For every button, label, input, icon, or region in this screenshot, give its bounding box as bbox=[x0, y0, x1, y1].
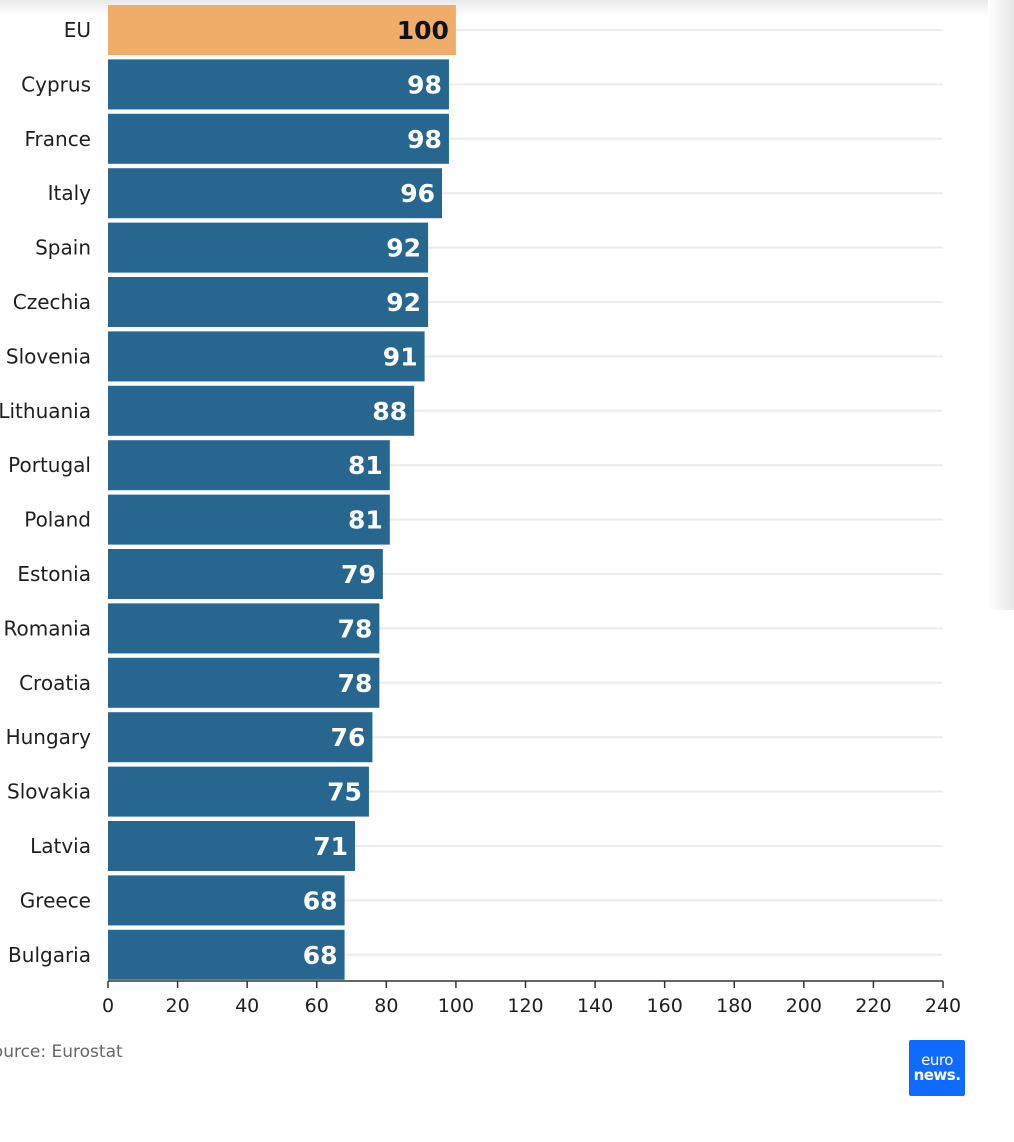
bar-czechia bbox=[108, 277, 429, 327]
bar-portugal bbox=[108, 440, 390, 491]
x-tick-label: 20 bbox=[165, 995, 189, 1017]
bars bbox=[108, 5, 456, 980]
bar-croatia bbox=[108, 657, 380, 708]
x-tick-label: 100 bbox=[438, 995, 474, 1017]
bar-eu bbox=[108, 5, 456, 55]
x-tick-label: 80 bbox=[374, 995, 398, 1017]
bar-estonia bbox=[108, 549, 383, 599]
bar-cyprus bbox=[108, 59, 449, 110]
x-tick-label: 140 bbox=[577, 995, 613, 1017]
category-label: Poland bbox=[24, 508, 91, 532]
category-label: Hungary bbox=[6, 725, 92, 749]
value-label: 91 bbox=[383, 342, 418, 371]
bar-hungary bbox=[108, 712, 373, 763]
category-label: Cyprus bbox=[21, 72, 91, 96]
value-label: 78 bbox=[338, 669, 373, 698]
bar-slovenia bbox=[108, 331, 425, 382]
category-labels: EU Cyprus France Italy Spain Czechia Slovenia L… bbox=[0, 18, 91, 967]
x-axis: 0 20 40 60 80 100 120 140 160 180 200 220 240 bbox=[102, 980, 961, 1017]
bar-greece bbox=[108, 875, 345, 926]
category-label: France bbox=[24, 127, 91, 151]
value-label: 71 bbox=[313, 832, 348, 861]
x-tick-label: 0 bbox=[102, 995, 114, 1017]
x-tick-label: 180 bbox=[716, 995, 752, 1017]
value-label: 79 bbox=[341, 560, 376, 589]
category-label: Romania bbox=[4, 616, 91, 640]
source-note: Source: Eurostat bbox=[0, 1042, 123, 1062]
value-label: 98 bbox=[407, 70, 442, 99]
x-tick-label: 120 bbox=[507, 995, 543, 1017]
category-label: Spain bbox=[35, 236, 91, 260]
category-label: Czechia bbox=[13, 290, 91, 314]
bar-lithuania bbox=[108, 385, 415, 436]
value-label: 88 bbox=[372, 397, 407, 426]
category-label: Latvia bbox=[30, 834, 91, 858]
category-label: Slovenia bbox=[6, 344, 91, 368]
category-label: Italy bbox=[48, 181, 92, 205]
side-shadow bbox=[988, 0, 1014, 610]
x-tick-label: 160 bbox=[647, 995, 683, 1017]
bar-latvia bbox=[108, 821, 356, 871]
value-label: 92 bbox=[386, 288, 421, 317]
x-tick-label: 240 bbox=[925, 995, 961, 1017]
value-label: 92 bbox=[386, 234, 421, 263]
euronews-logo[interactable]: euro news. bbox=[909, 1040, 965, 1096]
x-tick-label: 200 bbox=[786, 995, 822, 1017]
category-label: Bulgaria bbox=[8, 943, 91, 967]
category-label: Portugal bbox=[8, 453, 91, 477]
value-label: 81 bbox=[348, 506, 383, 535]
logo-text-euro: euro bbox=[921, 1051, 953, 1069]
category-label: EU bbox=[64, 18, 91, 42]
logo-text-news: news. bbox=[913, 1066, 961, 1084]
bar-romania bbox=[108, 603, 380, 654]
category-label: Lithuania bbox=[0, 399, 91, 423]
value-label: 81 bbox=[348, 451, 383, 480]
bar-poland bbox=[108, 494, 390, 545]
x-tick-label: 60 bbox=[305, 995, 329, 1017]
category-label: Croatia bbox=[19, 671, 91, 695]
value-label: 75 bbox=[327, 778, 362, 807]
category-label: Slovakia bbox=[7, 780, 91, 804]
value-label: 68 bbox=[303, 886, 338, 915]
x-tick-label: 220 bbox=[855, 995, 891, 1017]
value-labels: 100 98 98 96 92 92 91 88 81 81 79 78 78 76 75 71 68 68 bbox=[303, 16, 449, 970]
bar-bulgaria bbox=[108, 929, 345, 980]
bar-slovakia bbox=[108, 766, 369, 817]
value-label: 78 bbox=[338, 614, 373, 643]
value-label: 76 bbox=[331, 723, 366, 752]
value-label: 100 bbox=[397, 16, 449, 45]
x-tick-label: 40 bbox=[235, 995, 259, 1017]
category-label: Estonia bbox=[17, 562, 91, 586]
bar-spain bbox=[108, 222, 429, 273]
value-label: 96 bbox=[400, 179, 435, 208]
bar-italy bbox=[108, 168, 442, 219]
bar-france bbox=[108, 113, 449, 164]
value-label: 68 bbox=[303, 941, 338, 970]
category-label: Greece bbox=[20, 888, 91, 912]
value-label: 98 bbox=[407, 125, 442, 154]
